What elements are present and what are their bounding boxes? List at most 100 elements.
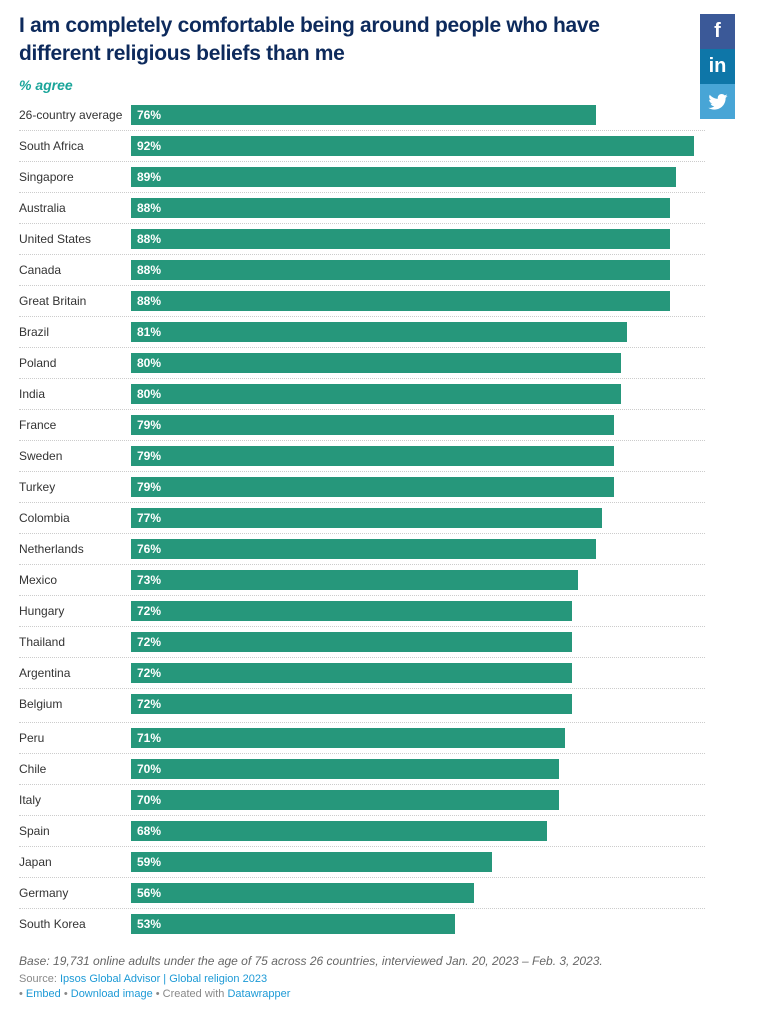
bar-row: Argentina 72% xyxy=(19,658,705,689)
bar xyxy=(131,384,621,404)
category-label: Spain xyxy=(19,824,50,838)
value-label: 79% xyxy=(137,449,162,463)
value-label: 72% xyxy=(137,635,162,649)
chart-title: I am completely comfortable being around… xyxy=(19,14,600,65)
value-label: 73% xyxy=(137,573,162,587)
bar-row: Poland 80% xyxy=(19,348,705,379)
bar-row: Italy 70% xyxy=(19,785,705,816)
bar xyxy=(131,570,578,590)
bar xyxy=(131,229,670,249)
category-label: Singapore xyxy=(19,170,74,184)
category-label: Germany xyxy=(19,886,69,900)
category-label: Australia xyxy=(19,201,66,215)
facebook-icon: f xyxy=(714,20,721,42)
datawrapper-link[interactable]: Datawrapper xyxy=(227,988,291,1000)
value-label: 76% xyxy=(137,108,162,122)
value-label: 79% xyxy=(137,480,162,494)
bar-row: Mexico 73% xyxy=(19,565,705,596)
bar-row: 26-country average 76% xyxy=(19,100,705,131)
facebook-share-button[interactable]: f xyxy=(700,14,735,49)
bar xyxy=(131,105,597,125)
bar-row: Sweden 79% xyxy=(19,441,705,472)
bar-row: Brazil 81% xyxy=(19,317,705,348)
category-label: France xyxy=(19,418,57,432)
category-label: 26-country average xyxy=(19,108,123,122)
bar xyxy=(131,167,676,187)
bar-row: Australia 88% xyxy=(19,193,705,224)
value-label: 71% xyxy=(137,731,162,745)
bar-row: Great Britain 88% xyxy=(19,286,705,317)
bar-row: Japan 59% xyxy=(19,847,705,878)
value-label: 77% xyxy=(137,511,162,525)
bar xyxy=(131,663,572,683)
source-label: Source: xyxy=(19,973,60,985)
bar-row: United States 88% xyxy=(19,224,705,255)
bar-row: Chile 70% xyxy=(19,754,705,785)
bar-row: Spain 68% xyxy=(19,816,705,847)
bar-row: India 80% xyxy=(19,379,705,410)
value-label: 72% xyxy=(137,697,162,711)
bar-row: Hungary 72% xyxy=(19,596,705,627)
value-label: 53% xyxy=(137,917,162,931)
category-label: Japan xyxy=(19,855,52,869)
category-label: Sweden xyxy=(19,449,63,463)
bar-row: Belgium 72% xyxy=(19,689,705,723)
bar-row: Netherlands 76% xyxy=(19,534,705,565)
linkedin-share-button[interactable]: in xyxy=(700,49,735,84)
value-label: 88% xyxy=(137,263,162,277)
value-label: 80% xyxy=(137,356,162,370)
category-label: Belgium xyxy=(19,697,63,711)
bar xyxy=(131,728,566,748)
category-label: Italy xyxy=(19,793,42,807)
bar xyxy=(131,508,603,528)
bar-row: Singapore 89% xyxy=(19,162,705,193)
bar xyxy=(131,632,572,652)
bar xyxy=(131,415,615,435)
value-label: 76% xyxy=(137,542,162,556)
bar-chart: 26-country average 76% South Africa 92% Sing… xyxy=(19,100,705,940)
category-label: Thailand xyxy=(19,635,66,649)
bar xyxy=(131,539,597,559)
source-link[interactable]: Ipsos Global Advisor | Global religion 2… xyxy=(59,973,268,985)
value-label: 88% xyxy=(137,232,162,246)
value-label: 72% xyxy=(137,666,162,680)
embed-link[interactable]: Embed xyxy=(25,988,61,1000)
category-label: Peru xyxy=(19,731,45,745)
bar xyxy=(131,694,572,714)
twitter-share-button[interactable] xyxy=(700,84,735,119)
bar-row: Colombia 77% xyxy=(19,503,705,534)
category-label: Canada xyxy=(19,263,62,277)
value-label: 88% xyxy=(137,294,162,308)
value-label: 89% xyxy=(137,170,162,184)
bar xyxy=(131,198,670,218)
bar xyxy=(131,291,670,311)
source-footer: Source: Ipsos Global Advisor | Global re… xyxy=(19,973,291,1000)
category-label: United States xyxy=(19,232,92,246)
bar xyxy=(131,353,621,373)
value-label: 72% xyxy=(137,604,162,618)
twitter-icon xyxy=(707,93,728,110)
category-label: Brazil xyxy=(19,325,50,339)
value-label: 79% xyxy=(137,418,162,432)
bar xyxy=(131,790,560,810)
bar xyxy=(131,914,456,934)
bar-row: Germany 56% xyxy=(19,878,705,909)
category-label: Poland xyxy=(19,356,57,370)
bar xyxy=(131,883,474,903)
value-label: 88% xyxy=(137,201,162,215)
value-label: 81% xyxy=(137,325,162,339)
bar-row: South Africa 92% xyxy=(19,131,705,162)
category-label: Turkey xyxy=(19,480,56,494)
value-label: 92% xyxy=(137,139,162,153)
bar xyxy=(131,821,548,841)
value-label: 59% xyxy=(137,855,162,869)
category-label: Chile xyxy=(19,762,47,776)
value-label: 68% xyxy=(137,824,162,838)
chart-subtitle: % agree xyxy=(19,77,73,93)
value-label: 56% xyxy=(137,886,162,900)
bar xyxy=(131,759,560,779)
bar-row: France 79% xyxy=(19,410,705,441)
download-image-link[interactable]: Download image xyxy=(70,988,153,1000)
bar xyxy=(131,446,615,466)
category-label: Hungary xyxy=(19,604,65,618)
